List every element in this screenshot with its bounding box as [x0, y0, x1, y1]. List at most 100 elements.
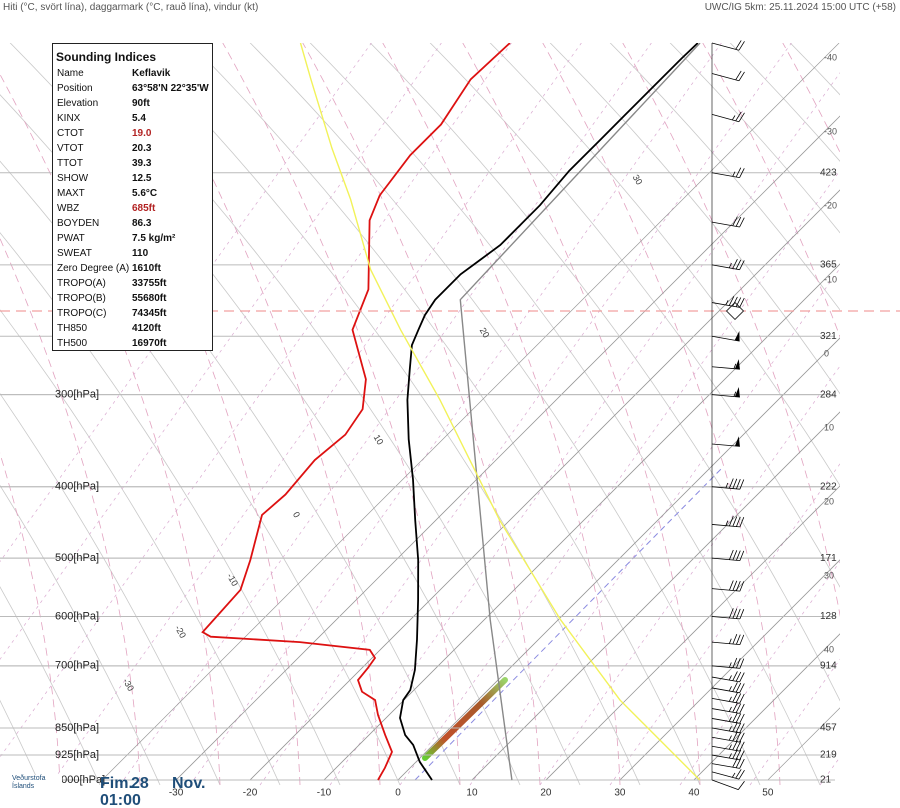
- isotherm-label: 10: [824, 422, 834, 432]
- dry-adiabat: [609, 43, 840, 311]
- adiabat-label: 10: [372, 433, 386, 447]
- wind-pennant: [734, 436, 740, 447]
- isotherm: [545, 485, 840, 781]
- sounding-line: [399, 43, 699, 781]
- dry-adiabat: [0, 699, 41, 786]
- index-value: 5.4: [132, 113, 146, 124]
- indices-rows: Name Keflavik Position 63°58'N 22°35'W Eleva…: [53, 66, 212, 351]
- wind-barb: [711, 692, 745, 704]
- header-right: UWC/IG 5km: 25.11.2024 15:00 UTC (+58): [704, 2, 896, 13]
- isotherm-label: -40: [824, 52, 837, 62]
- wind-barb: [711, 391, 740, 398]
- index-name: Zero Degree (A): [57, 263, 130, 274]
- moist-adiabat: [0, 237, 141, 786]
- x-tick-label: 30: [614, 788, 626, 799]
- index-name: TH850: [57, 323, 88, 334]
- index-value: 63°58'N 22°35'W: [132, 83, 209, 94]
- dry-adiabat: [0, 232, 341, 786]
- wind-barb: [711, 779, 745, 790]
- isotherm: [249, 189, 840, 781]
- y-tick-label: 400[hPa]: [55, 481, 99, 493]
- indices-row: TROPO(B) 55680ft: [53, 291, 212, 306]
- isotherm-label: -20: [824, 200, 837, 210]
- mixing-ratio: [609, 463, 840, 786]
- sounding-line: [459, 43, 701, 781]
- height-label: 457: [820, 723, 837, 734]
- indices-box: Sounding Indices Name Keflavik Position 63°…: [52, 43, 213, 351]
- index-name: TH500: [57, 338, 88, 349]
- indices-row: Zero Degree (A) 1610ft: [53, 261, 212, 276]
- wind-barb: [711, 516, 745, 528]
- index-value: 86.3: [132, 218, 152, 229]
- indices-row: TH500 16970ft: [53, 336, 212, 351]
- y-tick-label: 925[hPa]: [55, 749, 99, 761]
- index-name: Position: [57, 83, 93, 94]
- wind-barb: [711, 657, 745, 669]
- wind-barb: [711, 296, 745, 308]
- isotherm: [397, 337, 840, 781]
- isotherm: [693, 633, 840, 781]
- moist-adiabat: [222, 43, 461, 786]
- dry-adiabat: [870, 3, 900, 785]
- index-value: 685ft: [132, 203, 156, 214]
- index-name: SWEAT: [57, 248, 92, 259]
- index-name: Name: [57, 68, 84, 79]
- index-value: 20.3: [132, 143, 152, 154]
- isotherm: [471, 411, 840, 781]
- dry-adiabat: [669, 43, 840, 234]
- index-name: TROPO(B): [57, 293, 106, 304]
- height-label: 423: [820, 167, 837, 178]
- index-value: 39.3: [132, 158, 152, 169]
- index-value: 90ft: [132, 98, 150, 109]
- mixing-ratio: [189, 43, 722, 786]
- dry-adiabat: [0, 586, 101, 786]
- x-tick-label: -20: [243, 788, 258, 799]
- index-value: 5.6°C: [132, 188, 158, 199]
- index-name: CTOT: [57, 128, 85, 139]
- index-name: WBZ: [57, 203, 80, 214]
- isotherm-label: 0: [824, 348, 829, 358]
- adiabat-label: 30: [631, 173, 645, 187]
- height-label: 21: [820, 775, 832, 786]
- wind-barb: [711, 731, 745, 743]
- dry-adiabat: [369, 43, 840, 702]
- indices-row: Elevation 90ft: [53, 96, 212, 111]
- isotherm-label: 40: [824, 644, 834, 654]
- wind-barb: [711, 740, 745, 752]
- isotherm: [619, 559, 840, 781]
- isotherm: [693, 633, 840, 781]
- height-label: 914: [820, 660, 837, 671]
- index-value: 110: [132, 248, 149, 259]
- wind-barb: [711, 167, 745, 178]
- index-name: VTOT: [57, 143, 84, 154]
- dry-adiabat: [189, 43, 701, 786]
- dry-adiabat: [0, 160, 401, 786]
- index-value: 12.5: [132, 173, 152, 184]
- indices-row: TH850 4120ft: [53, 321, 212, 336]
- x-tick-label: 0: [395, 788, 401, 799]
- wind-barb: [711, 111, 745, 123]
- adiabat-label: -10: [225, 572, 240, 588]
- indices-row: VTOT 20.3: [53, 141, 212, 156]
- indices-row: WBZ 685ft: [53, 201, 212, 216]
- moist-adiabat: [0, 73, 221, 786]
- date: 28: [131, 775, 149, 792]
- indices-row: SHOW 12.5: [53, 171, 212, 186]
- y-tick-label: 500[hPa]: [55, 552, 99, 564]
- x-tick-label: 20: [540, 788, 552, 799]
- indices-row: PWAT 7.5 kg/m²: [53, 231, 212, 246]
- indices-row: BOYDEN 86.3: [53, 216, 212, 231]
- wind-barb: [711, 259, 745, 271]
- wind-barb: [711, 216, 745, 228]
- index-name: KINX: [57, 113, 81, 124]
- index-name: BOYDEN: [57, 218, 100, 229]
- dry-adiabat: [489, 43, 840, 487]
- height-label: 365: [820, 259, 837, 270]
- dry-adiabat: [249, 43, 761, 786]
- y-tick-label: 300[hPa]: [55, 389, 99, 401]
- height-label: 171: [820, 553, 837, 564]
- index-name: TTOT: [57, 158, 83, 169]
- mixing-ratio: [890, 3, 900, 785]
- moist-adiabat: [542, 43, 781, 786]
- x-tick-label: -30: [169, 788, 184, 799]
